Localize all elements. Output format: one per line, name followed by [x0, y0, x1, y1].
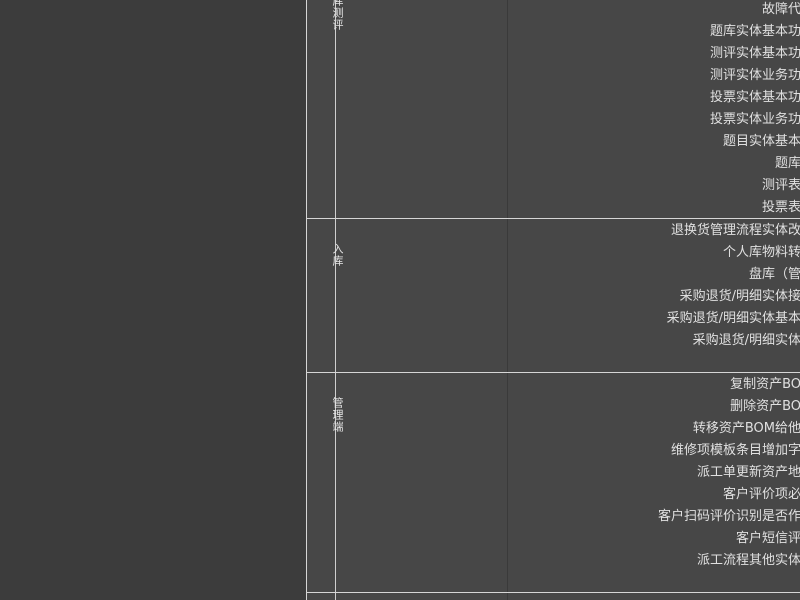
table-row[interactable]: 采购退货/明细实体基本 [508, 308, 800, 330]
row-text: 测评表 [761, 178, 800, 193]
table-row[interactable]: 派工单更新资产地 [508, 462, 800, 484]
row-text: 题库 [774, 156, 800, 171]
table-row[interactable]: 投票表 [508, 197, 800, 219]
group-rows: 退换货管理流程实体改 个人库物料转 盘库（管 采购退货/明细实体接 采购退货/明… [508, 220, 800, 374]
table-row[interactable]: 复制资产BO [508, 374, 800, 396]
table-row[interactable]: 客户短信评 [508, 528, 800, 550]
table-row[interactable]: 投票实体基本功 [508, 87, 800, 109]
row-text: 故障代 [761, 2, 800, 17]
row-text: 采购退货/明细实体接 [679, 289, 800, 304]
table-row[interactable] [508, 594, 800, 600]
column-divider-feature [507, 0, 508, 600]
row-text: 复制资产BO [730, 377, 800, 392]
requirements-table: 题库测评 故障代 题库实体基本功 测评实体基本功 测评实体业务功 投票实体基本功… [306, 0, 800, 600]
table-row[interactable]: 故障代 [508, 0, 800, 21]
table-group-ruku: 入库 退换货管理流程实体改 个人库物料转 盘库（管 采购退货/明细实体接 采购退… [307, 219, 800, 373]
table-row[interactable]: 采购退货/明细实体 [508, 330, 800, 352]
table-row[interactable]: 投票实体业务功 [508, 109, 800, 131]
table-row[interactable]: 题库实体基本功 [508, 21, 800, 43]
row-text: 客户评价项必 [722, 487, 800, 502]
group-rows: 故障代 题库实体基本功 测评实体基本功 测评实体业务功 投票实体基本功 投票实体… [508, 0, 800, 219]
table-row[interactable]: 客户评价项必 [508, 484, 800, 506]
table-row[interactable] [508, 352, 800, 374]
table-group-guanli: 管理端 复制资产BO 删除资产BO 转移资产BOM给他 维修项模板条目增加字 派… [307, 373, 800, 593]
row-text: 测评实体业务功 [709, 68, 800, 83]
table-row[interactable]: 删除资产BO [508, 396, 800, 418]
table-row[interactable]: 个人库物料转 [508, 242, 800, 264]
table-group-tiku: 题库测评 故障代 题库实体基本功 测评实体基本功 测评实体业务功 投票实体基本功… [307, 0, 800, 219]
table-row[interactable]: 转移资产BOM给他 [508, 418, 800, 440]
row-text: 转移资产BOM给他 [692, 421, 800, 436]
row-text: 退换货管理流程实体改 [670, 223, 800, 238]
table-row[interactable]: 题库 [508, 153, 800, 175]
table-row[interactable]: 采购退货/明细实体接 [508, 286, 800, 308]
row-text: 投票实体基本功 [709, 90, 800, 105]
row-text: 题目实体基本 [722, 134, 800, 149]
group-label: 题库测评 [331, 0, 344, 31]
row-text: 客户短信评 [735, 531, 800, 546]
table-row[interactable]: 测评实体基本功 [508, 43, 800, 65]
row-text: 测评实体基本功 [709, 46, 800, 61]
group-label: 管理端 [331, 397, 344, 433]
table-row[interactable]: 题目实体基本 [508, 131, 800, 153]
table-row[interactable] [508, 572, 800, 594]
table-row[interactable]: 测评表 [508, 175, 800, 197]
group-rows [508, 594, 800, 600]
row-text: 派工流程其他实体 [696, 553, 800, 568]
group-label: 入库 [331, 243, 344, 267]
table-group-next [307, 593, 800, 600]
table-row[interactable]: 测评实体业务功 [508, 65, 800, 87]
table-row[interactable]: 盘库（管 [508, 264, 800, 286]
row-text: 个人库物料转 [722, 245, 800, 260]
table-row[interactable]: 维修项模板条目增加字 [508, 440, 800, 462]
row-text: 题库实体基本功 [709, 24, 800, 39]
row-text: 派工单更新资产地 [696, 465, 800, 480]
row-text: 盘库（管 [748, 267, 800, 282]
row-text: 投票实体业务功 [709, 112, 800, 127]
group-rows: 复制资产BO 删除资产BO 转移资产BOM给他 维修项模板条目增加字 派工单更新… [508, 374, 800, 594]
table-row[interactable]: 客户扫码评价识别是否作 [508, 506, 800, 528]
row-text: 客户扫码评价识别是否作 [657, 509, 800, 524]
column-divider-module [335, 0, 336, 600]
row-text: 投票表 [761, 200, 800, 215]
table-row[interactable]: 派工流程其他实体 [508, 550, 800, 572]
row-text: 维修项模板条目增加字 [670, 443, 800, 458]
table-row[interactable]: 退换货管理流程实体改 [508, 220, 800, 242]
row-text: 删除资产BO [730, 399, 800, 414]
row-text: 采购退货/明细实体 [692, 333, 800, 348]
row-text: 采购退货/明细实体基本 [666, 311, 800, 326]
